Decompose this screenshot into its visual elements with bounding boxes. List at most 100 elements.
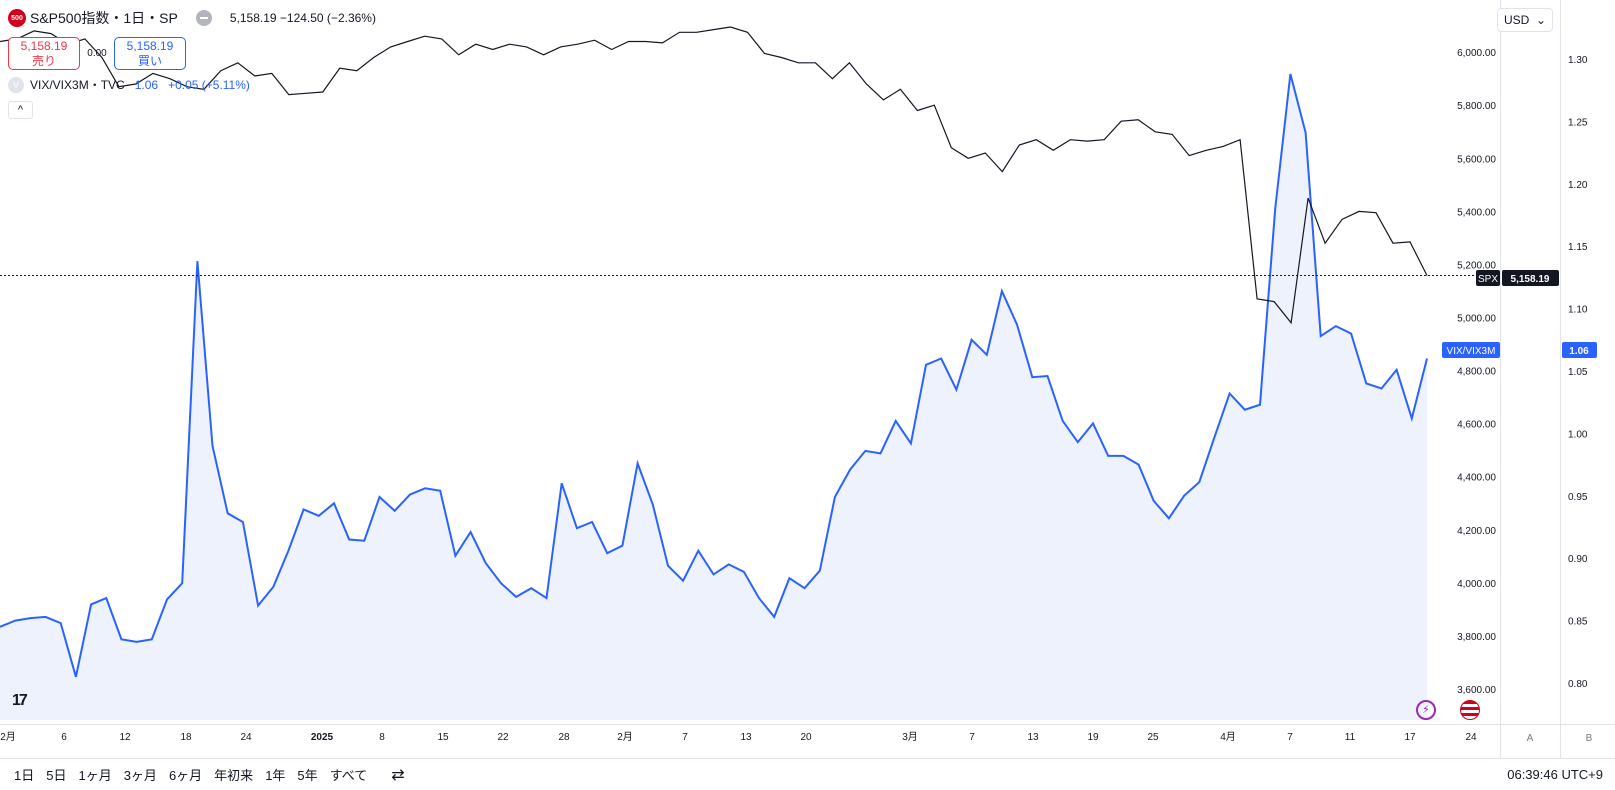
range-button[interactable]: 3ヶ月	[123, 768, 157, 783]
range-button[interactable]: 6ヶ月	[168, 768, 203, 783]
sell-button[interactable]: 5,158.19 売り	[8, 37, 80, 70]
flash-icon[interactable]: ⚡	[1416, 700, 1436, 720]
vix-tick-label: 0.85	[1568, 617, 1588, 628]
time-tick-label: 12	[119, 732, 131, 743]
time-tick-label: 8	[379, 732, 385, 743]
vix-last-value-text: 1.06	[1569, 346, 1589, 357]
vix-tick-label: 1.30	[1568, 55, 1588, 66]
time-tick-label: 20	[800, 732, 812, 743]
time-axis[interactable]: 2月 6 12 18 24 2025 8 15 22 28 2月 7 13 20 3月 7 13 19 25 4月 7 1…	[0, 731, 1477, 743]
vix-tick-label: 1.10	[1568, 305, 1588, 316]
clock[interactable]: 06:39:46 UTC+9	[1507, 767, 1603, 782]
range-button[interactable]: 1ヶ月	[78, 768, 112, 783]
range-button[interactable]: 年初来	[214, 768, 254, 783]
spx-last-value-text: 5,158.19	[1511, 274, 1550, 285]
sp500-logo-icon: 500	[8, 9, 26, 27]
time-tick-label: 13	[1027, 732, 1039, 743]
spx-tick-label: 3,600.00	[1457, 685, 1496, 696]
chevron-down-icon: ⌄	[1535, 13, 1546, 27]
spx-tick-label: 3,800.00	[1457, 632, 1496, 643]
vix-tick-label: 1.05	[1568, 367, 1588, 378]
spx-price-axis[interactable]: 6,000.00 5,800.00 5,600.00 5,400.00 5,200.00…	[1457, 48, 1496, 696]
time-tick-label: 24	[1465, 732, 1477, 743]
vix-legend-change: +0.05 (+5.11%)	[168, 77, 250, 92]
time-tick-label: 15	[437, 732, 449, 743]
spx-tick-label: 5,400.00	[1457, 207, 1496, 218]
range-button[interactable]: 5日	[46, 768, 67, 783]
vix-legend[interactable]: V VIX/VIX3M・TVC 1.06 +0.05 (+5.11%)	[8, 76, 250, 93]
time-tick-label: 19	[1087, 732, 1099, 743]
trade-panel: 5,158.19 売り 0.00 5,158.19 買い	[8, 37, 186, 70]
time-tick-label: 7	[682, 732, 688, 743]
spx-last-value-tag	[1502, 270, 1559, 286]
market-status-icon[interactable]	[195, 10, 212, 26]
spx-tick-label: 5,600.00	[1457, 154, 1496, 165]
range-button[interactable]: 1日	[14, 768, 35, 783]
vix-legend-name: VIX/VIX3M・TVC	[30, 78, 125, 92]
us-flag-icon[interactable]	[1460, 700, 1480, 720]
spx-tick-label: 4,000.00	[1457, 579, 1496, 590]
time-tick-label: 2025	[311, 732, 334, 743]
time-tick-label: 18	[180, 732, 192, 743]
ohlc-values: 5,158.19 −124.50 (−2.36%)	[229, 11, 376, 25]
currency-selector[interactable]: USD ⌄	[1497, 8, 1553, 32]
bottom-toolbar: 1日 5日 1ヶ月 3ヶ月 6ヶ月 年初来 1年 5年 すべて ⇄ 06:39:46 UTC+9	[0, 758, 1615, 790]
currency-label: USD	[1504, 13, 1530, 27]
vix-logo-icon: V	[8, 76, 24, 93]
symbol-title[interactable]: S&P500指数・1日・SP	[30, 10, 178, 26]
spx-tick-label: 4,600.00	[1457, 420, 1496, 431]
time-tick-label: 3月	[902, 731, 918, 743]
vix-series-line	[0, 73, 1428, 678]
main-legend: 500 S&P500指数・1日・SP 5,158.19 −124.50 (−2.…	[8, 8, 376, 28]
price-labels: SPX 5,158.19 VIX/VIX3M 1.06	[1442, 270, 1597, 358]
time-tick-label: 2月	[617, 731, 633, 743]
vix-area-fill	[0, 74, 1427, 720]
vix-tick-label: 0.95	[1568, 492, 1588, 503]
axis-button-b[interactable]: B	[1586, 733, 1593, 744]
vix-tick-label: 0.90	[1568, 554, 1588, 565]
spx-tick-label: 4,800.00	[1457, 367, 1496, 378]
spx-tick-label: 5,800.00	[1457, 101, 1496, 112]
time-tick-label: 11	[1345, 732, 1356, 743]
sell-label: 売り	[31, 54, 56, 68]
vix-tick-label: 0.80	[1568, 679, 1588, 690]
range-button[interactable]: 1年	[265, 768, 286, 783]
range-button[interactable]: すべて	[329, 768, 368, 783]
spx-series-line	[0, 26, 1428, 325]
spx-tick-label: 5,200.00	[1457, 260, 1496, 271]
vix-tick-label: 1.15	[1568, 242, 1588, 253]
time-tick-label: 6	[61, 732, 67, 743]
time-tick-label: 28	[558, 732, 570, 743]
time-tick-label: 4月	[1220, 731, 1236, 743]
vix-tick-label: 1.00	[1568, 429, 1588, 440]
range-buttons: 1日 5日 1ヶ月 3ヶ月 6ヶ月 年初来 1年 5年 すべて	[14, 765, 379, 784]
time-tick-label: 24	[240, 732, 252, 743]
spx-tick-label: 4,200.00	[1457, 526, 1496, 537]
vix-tick-label: 1.25	[1568, 117, 1588, 128]
time-tick-label: 7	[1287, 732, 1293, 743]
buy-price: 5,158.19	[126, 39, 174, 53]
spx-tick-label: 4,400.00	[1457, 473, 1496, 484]
time-tick-label: 22	[497, 732, 509, 743]
spx-name-text: SPX	[1478, 274, 1498, 285]
spx-tick-label: 6,000.00	[1457, 48, 1496, 59]
buy-label: 買い	[137, 54, 162, 68]
spx-tick-label: 5,000.00	[1457, 314, 1496, 325]
time-tick-label: 7	[969, 732, 975, 743]
tradingview-logo-icon: 17	[12, 692, 28, 709]
vix-price-axis[interactable]: 1.30 1.25 1.20 1.15 1.10 1.05 1.00 0.95 0.90 0.85…	[1568, 55, 1588, 690]
sell-price: 5,158.19	[20, 39, 68, 53]
time-tick-label: 13	[740, 732, 752, 743]
axis-button-a[interactable]: A	[1527, 733, 1534, 744]
calendar-range-icon[interactable]: ⇄	[391, 766, 405, 784]
vix-last-value-tag	[1562, 342, 1597, 358]
vix-name-tag	[1442, 342, 1500, 358]
buy-button[interactable]: 5,158.19 買い	[114, 37, 186, 70]
vix-legend-value: 1.06	[134, 77, 159, 92]
spx-name-tag	[1476, 270, 1500, 286]
chart-canvas[interactable]: 6,000.00 5,800.00 5,600.00 5,400.00 5,200.00…	[0, 0, 1615, 758]
collapse-legend-button[interactable]: ^	[8, 101, 33, 119]
time-tick-label: 25	[1147, 732, 1159, 743]
range-button[interactable]: 5年	[297, 768, 318, 783]
time-tick-label: 17	[1404, 732, 1416, 743]
